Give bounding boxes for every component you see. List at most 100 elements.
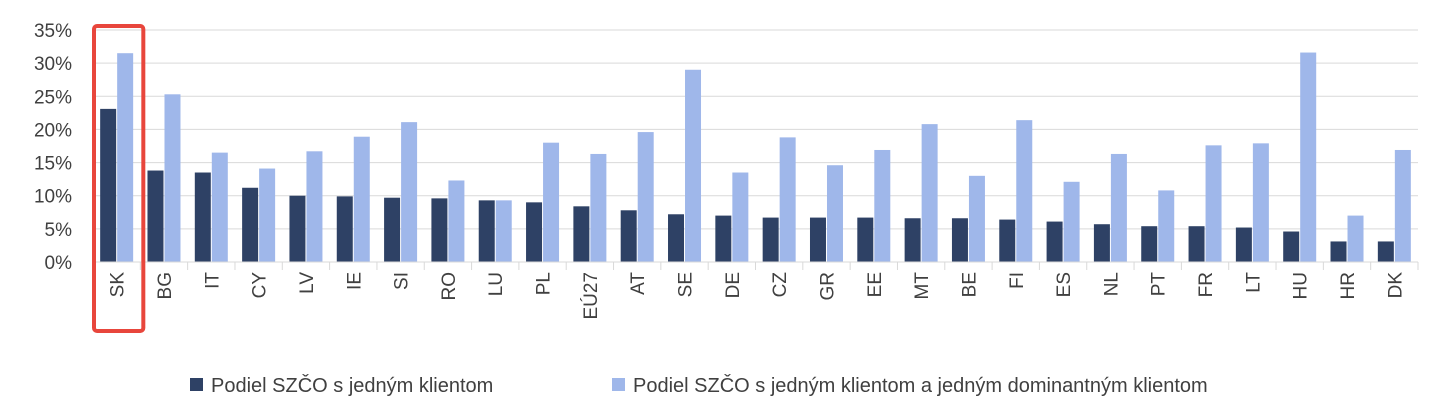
x-tick-label-se: SE (676, 272, 697, 297)
y-tick-label: 15% (34, 154, 72, 175)
x-tick-label-cy: CY (250, 272, 271, 299)
x-tick-label-bg: BG (155, 272, 176, 299)
legend-label-series-2: Podiel SZČO s jedným klientom a jedným d… (633, 374, 1208, 397)
x-tick-label-pl: PL (534, 272, 555, 295)
bars (100, 52, 1411, 263)
x-tick-label-si: SI (392, 272, 413, 290)
bar-series-2-be (968, 175, 985, 262)
bar-series-1-mt (904, 218, 921, 262)
x-tick-label-cz: CZ (770, 272, 791, 298)
x-tick-label-at: AT (628, 272, 649, 295)
bar-series-2-bg (164, 94, 181, 262)
bar-series-1-ro (431, 198, 448, 262)
bar-series-2-at (637, 132, 654, 262)
y-tick-label: 0% (45, 253, 73, 274)
x-tick-label-sk: SK (108, 272, 129, 298)
bar-series-1-cy (242, 187, 259, 262)
x-tick-label-hr: HR (1338, 272, 1359, 299)
bar-series-2-fr (1205, 145, 1222, 262)
x-tick-label-lv: LV (297, 272, 318, 294)
bar-series-2-pl (543, 142, 560, 262)
bar-series-1-ee (857, 217, 874, 262)
bar-series-2-es (1063, 181, 1080, 262)
x-tick-label-de: DE (723, 272, 744, 298)
bar-series-1-de (715, 215, 732, 262)
bar-series-1-fr (1188, 226, 1205, 262)
y-tick-label: 30% (34, 54, 72, 75)
x-tick-label-ee: EE (865, 272, 886, 297)
bar-series-1-be (951, 218, 968, 262)
bar-series-1-fi (999, 219, 1016, 262)
x-tick-label-dk: DK (1385, 272, 1406, 299)
bar-series-2-fi (1016, 120, 1033, 262)
bar-series-1-lu (478, 200, 495, 262)
bar-series-2-cy (259, 168, 276, 262)
x-tick-label-ie: IE (344, 272, 365, 290)
bar-series-2-se (685, 69, 702, 263)
legend-label-series-1: Podiel SZČO s jedným klientom (211, 374, 493, 397)
bar-series-2-eú27 (590, 153, 607, 262)
bar-series-2-dk (1394, 149, 1411, 262)
bar-series-2-pt (1158, 190, 1175, 262)
bar-series-2-si (401, 122, 418, 262)
bar-series-2-sk (117, 53, 134, 263)
bar-series-1-hu (1283, 231, 1300, 262)
highlight-rectangle (92, 24, 146, 333)
y-tick-label: 10% (34, 187, 72, 208)
y-tick-label: 5% (45, 220, 73, 241)
bar-series-1-at (620, 210, 637, 262)
bar-series-1-hr (1330, 241, 1347, 262)
bar-series-1-dk (1377, 241, 1394, 262)
bar-series-1-it (194, 172, 211, 262)
bar-series-2-gr (826, 165, 843, 262)
y-axis: 0% 5% 10% 15% 20% 25% 30% 35% (34, 21, 72, 274)
x-tick-label-eú27: EÚ27 (580, 272, 602, 320)
x-tick-label-lu: LU (486, 272, 507, 296)
bar-series-1-bg (147, 170, 164, 262)
bar-series-1-sk (100, 108, 117, 262)
bar-series-2-de (732, 172, 749, 262)
bar-series-2-ie (353, 136, 370, 262)
y-tick-label: 25% (34, 87, 72, 108)
x-tick-label-nl: NL (1101, 272, 1122, 296)
x-tick-label-pt: PT (1149, 272, 1170, 297)
x-tick-label-be: BE (959, 272, 980, 297)
bar-series-2-nl (1110, 153, 1127, 262)
legend-swatch-series-2 (612, 378, 625, 391)
bar-series-1-pt (1141, 226, 1158, 262)
bar-series-2-hr (1347, 215, 1364, 262)
bar-series-2-ee (874, 149, 891, 262)
x-tick-label-gr: GR (817, 272, 838, 301)
bar-series-2-cz (779, 137, 796, 262)
legend-swatch-series-1 (190, 378, 203, 391)
bar-series-1-pl (526, 202, 543, 262)
x-tick-label-es: ES (1054, 272, 1075, 297)
bar-series-1-eú27 (573, 206, 590, 262)
x-tick-label-mt: MT (912, 272, 933, 300)
bar-series-1-gr (809, 217, 826, 262)
bar-series-1-lt (1235, 227, 1252, 262)
x-tick-label-ro: RO (439, 272, 460, 301)
x-tick-label-hu: HU (1291, 272, 1312, 299)
x-tick-label-fi: FI (1007, 272, 1028, 289)
x-tick-label-it: IT (202, 272, 223, 289)
bar-series-1-lv (289, 195, 306, 262)
y-tick-label: 20% (34, 120, 72, 141)
y-tick-label: 35% (34, 21, 72, 42)
legend: Podiel SZČO s jedným klientom Podiel SZČ… (190, 374, 1208, 397)
x-axis: SK BG IT CY LV IE SI RO LU PL EÚ27 AT SE DE CZ GR EE MT BE… (92, 261, 1419, 320)
bar-series-2-it (211, 152, 228, 262)
bar-series-2-lu (495, 200, 512, 262)
bar-series-1-nl (1093, 224, 1110, 262)
bar-series-1-se (668, 214, 685, 262)
bar-series-2-lt (1252, 143, 1269, 262)
bar-series-1-es (1046, 221, 1063, 262)
bar-series-2-ro (448, 180, 465, 262)
bar-series-2-hu (1300, 52, 1317, 263)
bar-series-1-cz (762, 217, 779, 262)
highlight-box (92, 24, 146, 333)
x-tick-label-fr: FR (1196, 272, 1217, 297)
bar-series-1-ie (336, 196, 353, 262)
x-tick-label-lt: LT (1243, 272, 1264, 293)
